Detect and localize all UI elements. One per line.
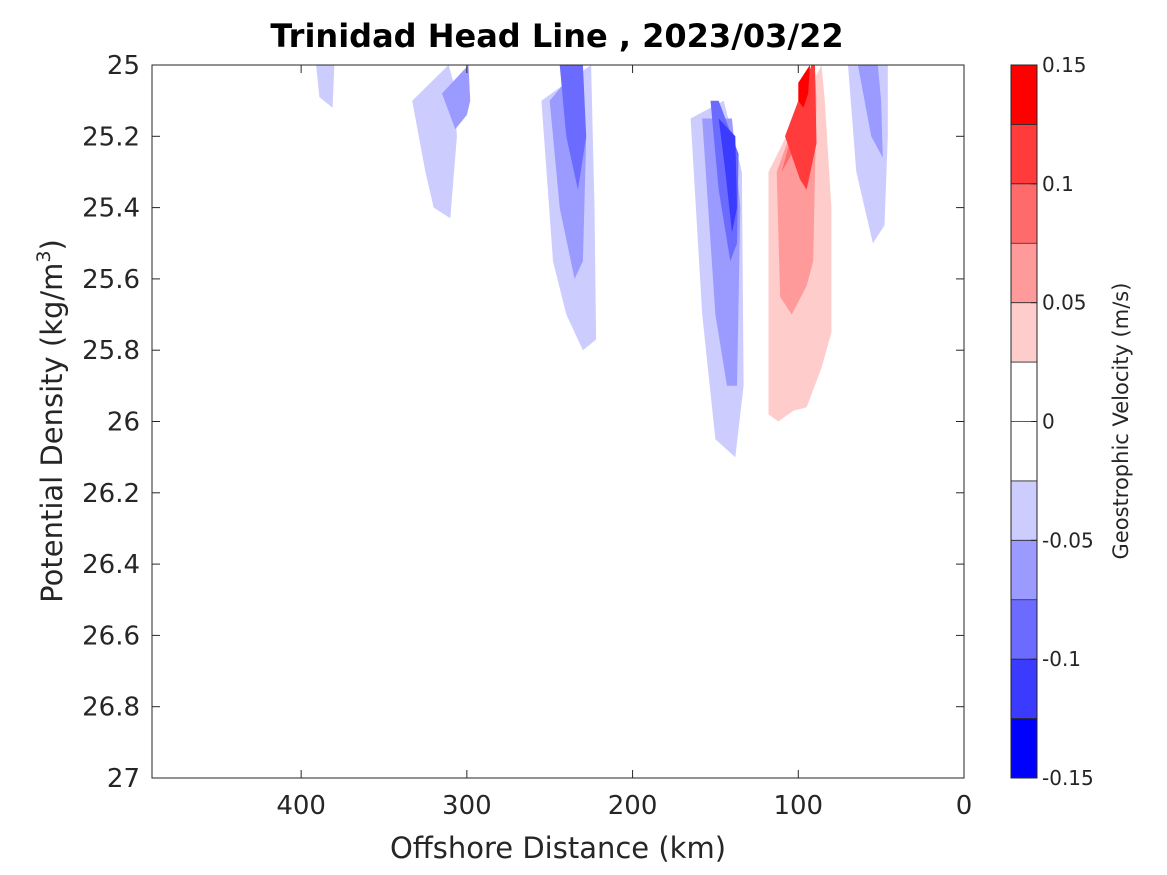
y-axis: 25 25.2 25.4 25.6 25.8 26 26.2 26.4 26.6 26.8 27 xyxy=(82,51,964,794)
colorbar: 0.15 0.1 0.05 0 -0.05 -0.1 -0.15 xyxy=(1010,53,1094,790)
y-tick-label: 25.4 xyxy=(82,194,140,224)
y-tick-label: 26 xyxy=(107,408,140,438)
colorbar-tick-label: -0.1 xyxy=(1042,647,1081,671)
y-axis-label-main: Potential Density (kg/m xyxy=(35,263,69,603)
contour-region-pos-40-mid xyxy=(896,492,905,600)
colorbar-segment xyxy=(1011,65,1037,125)
x-tick-label: 100 xyxy=(773,791,823,821)
y-tick-label: 25 xyxy=(107,51,140,81)
chart-title: Trinidad Head Line , 2023/03/22 xyxy=(270,17,843,55)
colorbar-tick-label: 0 xyxy=(1042,410,1055,434)
contour-region-pos-390-mid xyxy=(312,546,338,671)
colorbar-segment xyxy=(1011,243,1037,304)
contour-region-pos-145-bottom xyxy=(707,671,744,778)
x-tick-label: 200 xyxy=(608,791,658,821)
y-tick-label: 26.4 xyxy=(82,550,140,580)
contour-region-pos-100-l6 xyxy=(798,65,810,108)
contour-regions xyxy=(268,65,905,778)
y-tick-label: 26.8 xyxy=(82,693,140,723)
contour-region-pos-200-sliver xyxy=(629,100,636,262)
contour-region-pos-360-speck xyxy=(359,65,376,108)
colorbar-tick-label: -0.15 xyxy=(1042,766,1094,790)
x-axis-label: Offshore Distance (km) xyxy=(390,831,726,865)
contour-region-neg-235-l4 xyxy=(559,65,587,190)
contour-region-neg-320-l3 xyxy=(442,65,471,130)
contour-region-neg-350-sliver xyxy=(379,521,386,600)
y-tick-label: 27 xyxy=(107,764,140,794)
colorbar-segment xyxy=(1011,124,1037,185)
colorbar-segment xyxy=(1011,302,1037,363)
y-axis-label-superscript: 3 xyxy=(33,250,55,262)
colorbar-segment xyxy=(1011,659,1037,720)
y-tick-label: 26.2 xyxy=(82,479,140,509)
colorbar-segment xyxy=(1011,480,1037,541)
y-tick-label: 25.8 xyxy=(82,336,140,366)
colorbar-segment xyxy=(1011,421,1037,482)
contour-region-neg-390-l1 xyxy=(302,65,355,283)
colorbar-tick-label: -0.05 xyxy=(1042,528,1094,552)
colorbar-tick-label: 0.1 xyxy=(1042,172,1074,196)
colorbar-segment xyxy=(1011,540,1037,601)
contour-region-pos-240-bottom xyxy=(549,635,592,743)
contour-region-neg-140-l5 xyxy=(718,118,737,233)
y-tick-label: 26.6 xyxy=(82,621,140,651)
contour-region-pos-55-mid xyxy=(857,557,870,647)
contour-region-pos-420-speck xyxy=(268,65,272,83)
colorbar-segment xyxy=(1011,599,1037,660)
contour-region-neg-390-l2 xyxy=(316,65,335,108)
colorbar-segment xyxy=(1011,362,1037,422)
x-tick-label: 300 xyxy=(442,791,492,821)
colorbar-tick-label: 0.15 xyxy=(1042,53,1087,77)
contour-region-neg-110-bottom xyxy=(765,678,848,778)
y-axis-label: Potential Density (kg/m3) xyxy=(33,239,69,603)
colorbar-label: Geostrophic Velocity (m/s) xyxy=(1109,283,1133,560)
contour-region-pos-100-l5 xyxy=(785,65,817,190)
contour-region-neg-50-l3 xyxy=(857,65,883,158)
colorbar-segment xyxy=(1011,718,1037,779)
y-axis-label-close: ) xyxy=(35,239,69,250)
x-tick-label: 400 xyxy=(276,791,326,821)
colorbar-tick-label: 0.05 xyxy=(1042,291,1087,315)
x-axis: 400 300 200 100 0 xyxy=(276,65,972,821)
x-tick-label: 0 xyxy=(956,791,973,821)
contour-region-pos-320-bottom xyxy=(387,649,476,743)
y-tick-label: 25.6 xyxy=(82,265,140,295)
contour-region-pos-100-l1 xyxy=(833,65,868,493)
y-tick-label: 25.2 xyxy=(82,122,140,152)
colorbar-segment xyxy=(1011,183,1037,244)
